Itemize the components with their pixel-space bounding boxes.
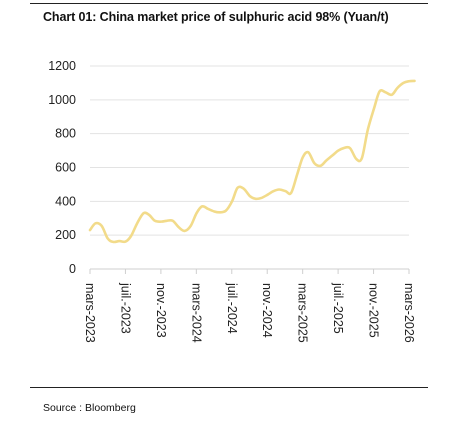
x-tick-label: juil.-2025 [331, 282, 345, 334]
bottom-rule [30, 387, 428, 388]
gridlines [90, 65, 409, 236]
x-tick-label: mars-2023 [83, 283, 97, 343]
chart-title: Chart 01: China market price of sulphuri… [43, 10, 389, 24]
x-tick-label: mars-2025 [296, 283, 310, 343]
x-tick-label: juil.-2023 [118, 282, 132, 334]
x-tick-label: mars-2024 [189, 283, 203, 343]
y-axis-ticks: 0 200 400 600 800 1000 1200 [48, 59, 76, 276]
price-series-line [88, 79, 416, 244]
x-tick-label: nov.-2023 [154, 283, 168, 338]
x-tick-label: nov.-2025 [367, 283, 381, 338]
y-tick-label: 1200 [48, 59, 76, 73]
y-tick-label: 0 [69, 262, 76, 276]
y-tick-label: 400 [55, 194, 76, 208]
top-rule [30, 3, 428, 4]
y-tick-label: 1000 [48, 93, 76, 107]
x-tick-label: juil.-2024 [225, 282, 239, 334]
y-tick-label: 600 [55, 161, 76, 175]
y-tick-label: 200 [55, 228, 76, 242]
x-axis-ticks: mars-2023 juil.-2023 nov.-2023 mars-2024 jui… [83, 269, 416, 343]
source-note: Source : Bloomberg [43, 402, 136, 414]
x-tick-label: nov.-2024 [260, 283, 274, 338]
y-tick-label: 800 [55, 127, 76, 141]
x-tick-label: mars-2026 [402, 283, 416, 343]
